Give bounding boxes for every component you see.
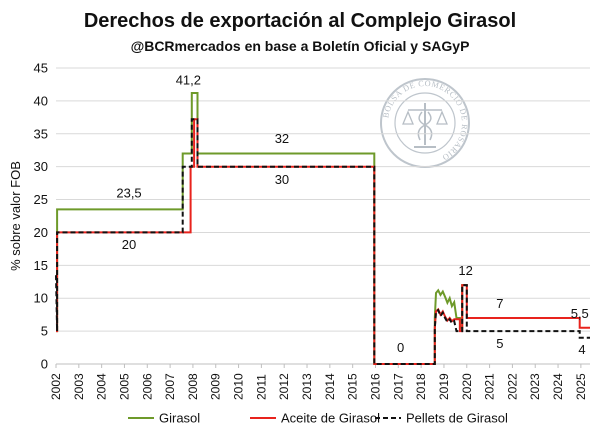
x-tick-label: 2005	[117, 373, 131, 400]
legend-label: Aceite de Girasol	[281, 411, 380, 426]
data-label: 0	[397, 340, 404, 355]
x-tick-label: 2014	[323, 373, 337, 400]
y-tick-label: 30	[34, 159, 48, 174]
data-label: 4	[578, 342, 585, 357]
x-tick-label: 2018	[414, 373, 428, 400]
y-tick-label: 10	[34, 291, 48, 306]
y-tick-label: 5	[41, 324, 48, 339]
chart-subtitle: @BCRmercados en base a Boletín Oficial y…	[131, 38, 470, 54]
data-label: 30	[275, 172, 289, 187]
x-tick-label: 2012	[277, 373, 291, 400]
y-axis-label: % sobre valor FOB	[8, 161, 23, 271]
y-tick-label: 20	[34, 225, 48, 240]
data-label: 5,5	[571, 306, 589, 321]
x-tick-label: 2004	[95, 373, 109, 400]
x-tick-label: 2013	[300, 373, 314, 400]
series-lines	[55, 92, 590, 365]
y-tick-label: 45	[34, 61, 48, 76]
x-tick-label: 2021	[483, 373, 497, 400]
x-tick-label: 2020	[460, 373, 474, 400]
y-tick-label: 40	[34, 93, 48, 108]
chart-title: Derechos de exportación al Complejo Gira…	[84, 10, 516, 32]
data-label: 32	[275, 131, 289, 146]
series-line-girasol	[56, 92, 465, 365]
legend-label: Pellets de Girasol	[406, 411, 508, 426]
x-tick-label: 2022	[505, 373, 519, 400]
x-tick-label: 2007	[163, 373, 177, 400]
data-labels: 23,5 20 41,2 32 30 0 12 7 5 5,5 4	[116, 72, 588, 357]
x-tick-label: 2010	[232, 373, 246, 400]
x-tick-label: 2003	[72, 373, 86, 400]
x-tick-label: 2017	[391, 373, 405, 400]
series-line-pellets-de-girasol	[55, 118, 590, 365]
x-tick-label: 2016	[368, 373, 382, 400]
data-label: 41,2	[176, 72, 201, 87]
x-tick-label: 2011	[254, 374, 268, 400]
x-tick-label: 2008	[186, 373, 200, 400]
x-tick-label: 2009	[209, 373, 223, 400]
data-label: 5	[496, 336, 503, 351]
data-label: 7	[496, 296, 503, 311]
data-label: 12	[458, 263, 472, 278]
x-tick-label: 2015	[346, 373, 360, 400]
y-tick-label: 35	[34, 126, 48, 141]
y-tick-label: 15	[34, 258, 48, 273]
x-tick-label: 2025	[574, 373, 588, 400]
y-tick-label: 0	[41, 357, 48, 372]
legend-label: Girasol	[159, 411, 200, 426]
x-tick-label: 2023	[528, 373, 542, 400]
x-tick-label: 2006	[140, 373, 154, 400]
x-tick-label: 2024	[551, 373, 565, 400]
data-label: 23,5	[116, 186, 141, 201]
data-label: 20	[122, 237, 136, 252]
legend: Girasol Aceite de Girasol Pellets de Giras…	[128, 411, 508, 426]
x-tick-label: 2002	[49, 373, 63, 400]
y-tick-label: 25	[34, 192, 48, 207]
x-tick-label: 2019	[437, 373, 451, 400]
